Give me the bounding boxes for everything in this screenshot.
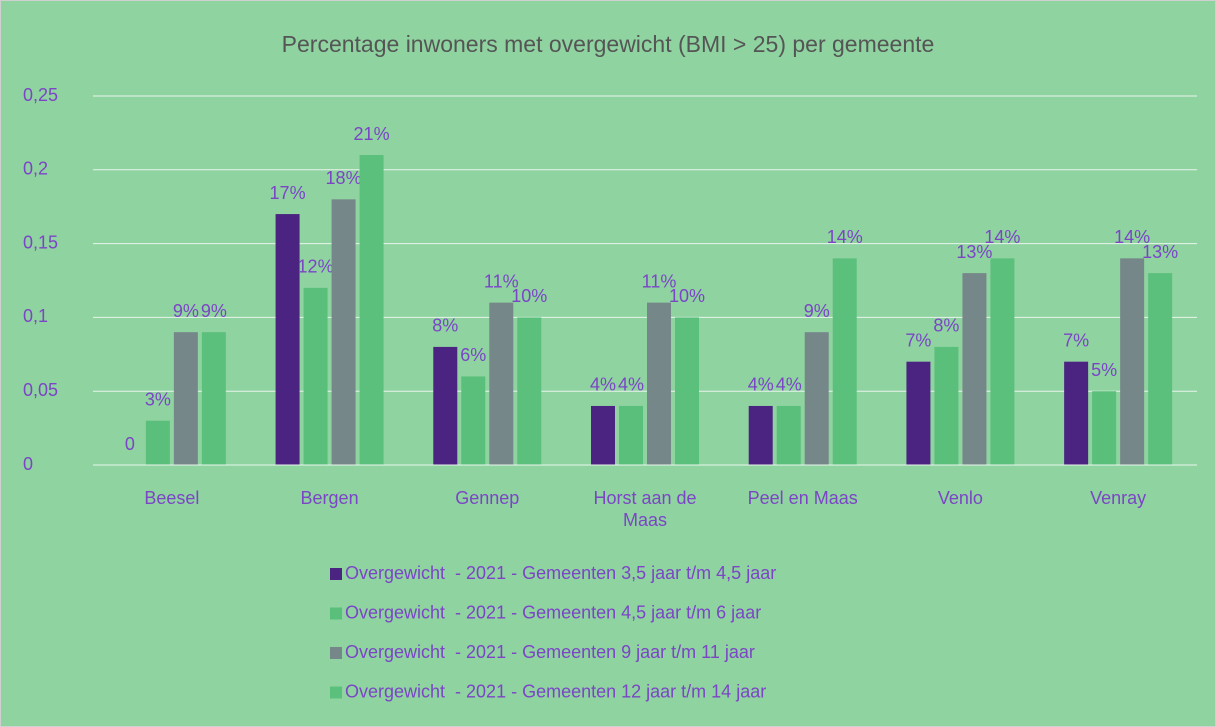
y-tick-label: 0,1 bbox=[23, 306, 48, 326]
bar bbox=[201, 332, 226, 465]
bar bbox=[359, 155, 384, 466]
x-tick-label: Beesel bbox=[144, 488, 200, 508]
bar bbox=[461, 376, 486, 465]
data-label: 8% bbox=[432, 316, 458, 336]
bar bbox=[145, 420, 170, 465]
bar bbox=[804, 332, 829, 465]
data-label: 6% bbox=[460, 345, 486, 365]
legend-swatch bbox=[330, 568, 342, 580]
y-tick-label: 0,25 bbox=[23, 85, 58, 105]
data-label: 0 bbox=[125, 434, 135, 454]
data-label: 21% bbox=[354, 124, 390, 144]
bar bbox=[906, 361, 931, 465]
bar bbox=[990, 258, 1015, 465]
bar bbox=[331, 199, 356, 465]
data-label: 13% bbox=[956, 242, 992, 262]
bar bbox=[647, 302, 671, 465]
bar bbox=[275, 214, 300, 465]
y-tick-label: 0,2 bbox=[23, 159, 48, 179]
data-label: 14% bbox=[827, 227, 863, 247]
bar bbox=[1148, 273, 1173, 465]
y-tick-label: 0,05 bbox=[23, 380, 58, 400]
y-tick-label: 0,15 bbox=[23, 232, 58, 252]
bar bbox=[1120, 258, 1145, 465]
legend-label: Overgewicht - 2021 - Gemeenten 9 jaar t/… bbox=[345, 642, 755, 662]
legend-swatch bbox=[330, 686, 342, 699]
bar bbox=[748, 405, 773, 465]
data-label: 9% bbox=[804, 301, 830, 321]
data-label: 12% bbox=[298, 257, 334, 277]
bar bbox=[1092, 391, 1117, 465]
data-label: 7% bbox=[1063, 330, 1089, 350]
bar bbox=[934, 346, 959, 465]
bar bbox=[619, 405, 643, 465]
bar bbox=[1064, 361, 1089, 465]
bar bbox=[591, 405, 615, 465]
bar bbox=[962, 273, 987, 465]
data-label: 14% bbox=[984, 227, 1020, 247]
data-label: 5% bbox=[1091, 360, 1117, 380]
data-label: 4% bbox=[618, 375, 644, 395]
chart-title: Percentage inwoners met overgewicht (BMI… bbox=[282, 31, 935, 57]
bar bbox=[832, 258, 857, 465]
legend-label: Overgewicht - 2021 - Gemeenten 3,5 jaar … bbox=[345, 563, 776, 583]
data-label: 9% bbox=[173, 301, 199, 321]
data-label: 4% bbox=[776, 375, 802, 395]
data-label: 7% bbox=[905, 330, 931, 350]
data-label: 18% bbox=[326, 168, 362, 188]
data-label: 10% bbox=[669, 286, 705, 306]
legend-swatch bbox=[330, 647, 342, 659]
data-label: 11% bbox=[642, 271, 677, 291]
data-label: 11% bbox=[484, 271, 519, 291]
x-tick-label: Gennep bbox=[455, 488, 520, 508]
bar bbox=[303, 287, 328, 465]
bar bbox=[489, 302, 514, 465]
y-tick-label: 0 bbox=[23, 454, 33, 474]
x-tick-label: Venray bbox=[1090, 488, 1147, 508]
x-tick-label: Venlo bbox=[937, 488, 983, 508]
data-label: 4% bbox=[590, 375, 616, 395]
legend-label: Overgewicht - 2021 - Gemeenten 12 jaar t… bbox=[345, 681, 766, 701]
data-label: 8% bbox=[933, 316, 959, 336]
x-tick-label: Horst aan de Maas bbox=[593, 488, 697, 530]
data-label: 10% bbox=[511, 286, 547, 306]
data-label: 17% bbox=[270, 183, 306, 203]
bar bbox=[675, 317, 699, 465]
legend-label: Overgewicht - 2021 - Gemeenten 4,5 jaar … bbox=[345, 602, 761, 622]
data-label: 3% bbox=[145, 389, 171, 409]
legend-swatch bbox=[330, 607, 342, 620]
data-label: 4% bbox=[748, 375, 774, 395]
data-label: 9% bbox=[201, 301, 227, 321]
bar bbox=[433, 346, 458, 465]
bar bbox=[776, 405, 801, 465]
data-label: 14% bbox=[1114, 227, 1150, 247]
x-tick-label: Peel en Maas bbox=[747, 488, 858, 508]
bar bbox=[517, 317, 542, 465]
data-label: 13% bbox=[1142, 242, 1178, 262]
bar bbox=[173, 332, 198, 465]
x-tick-label: Bergen bbox=[300, 488, 359, 508]
